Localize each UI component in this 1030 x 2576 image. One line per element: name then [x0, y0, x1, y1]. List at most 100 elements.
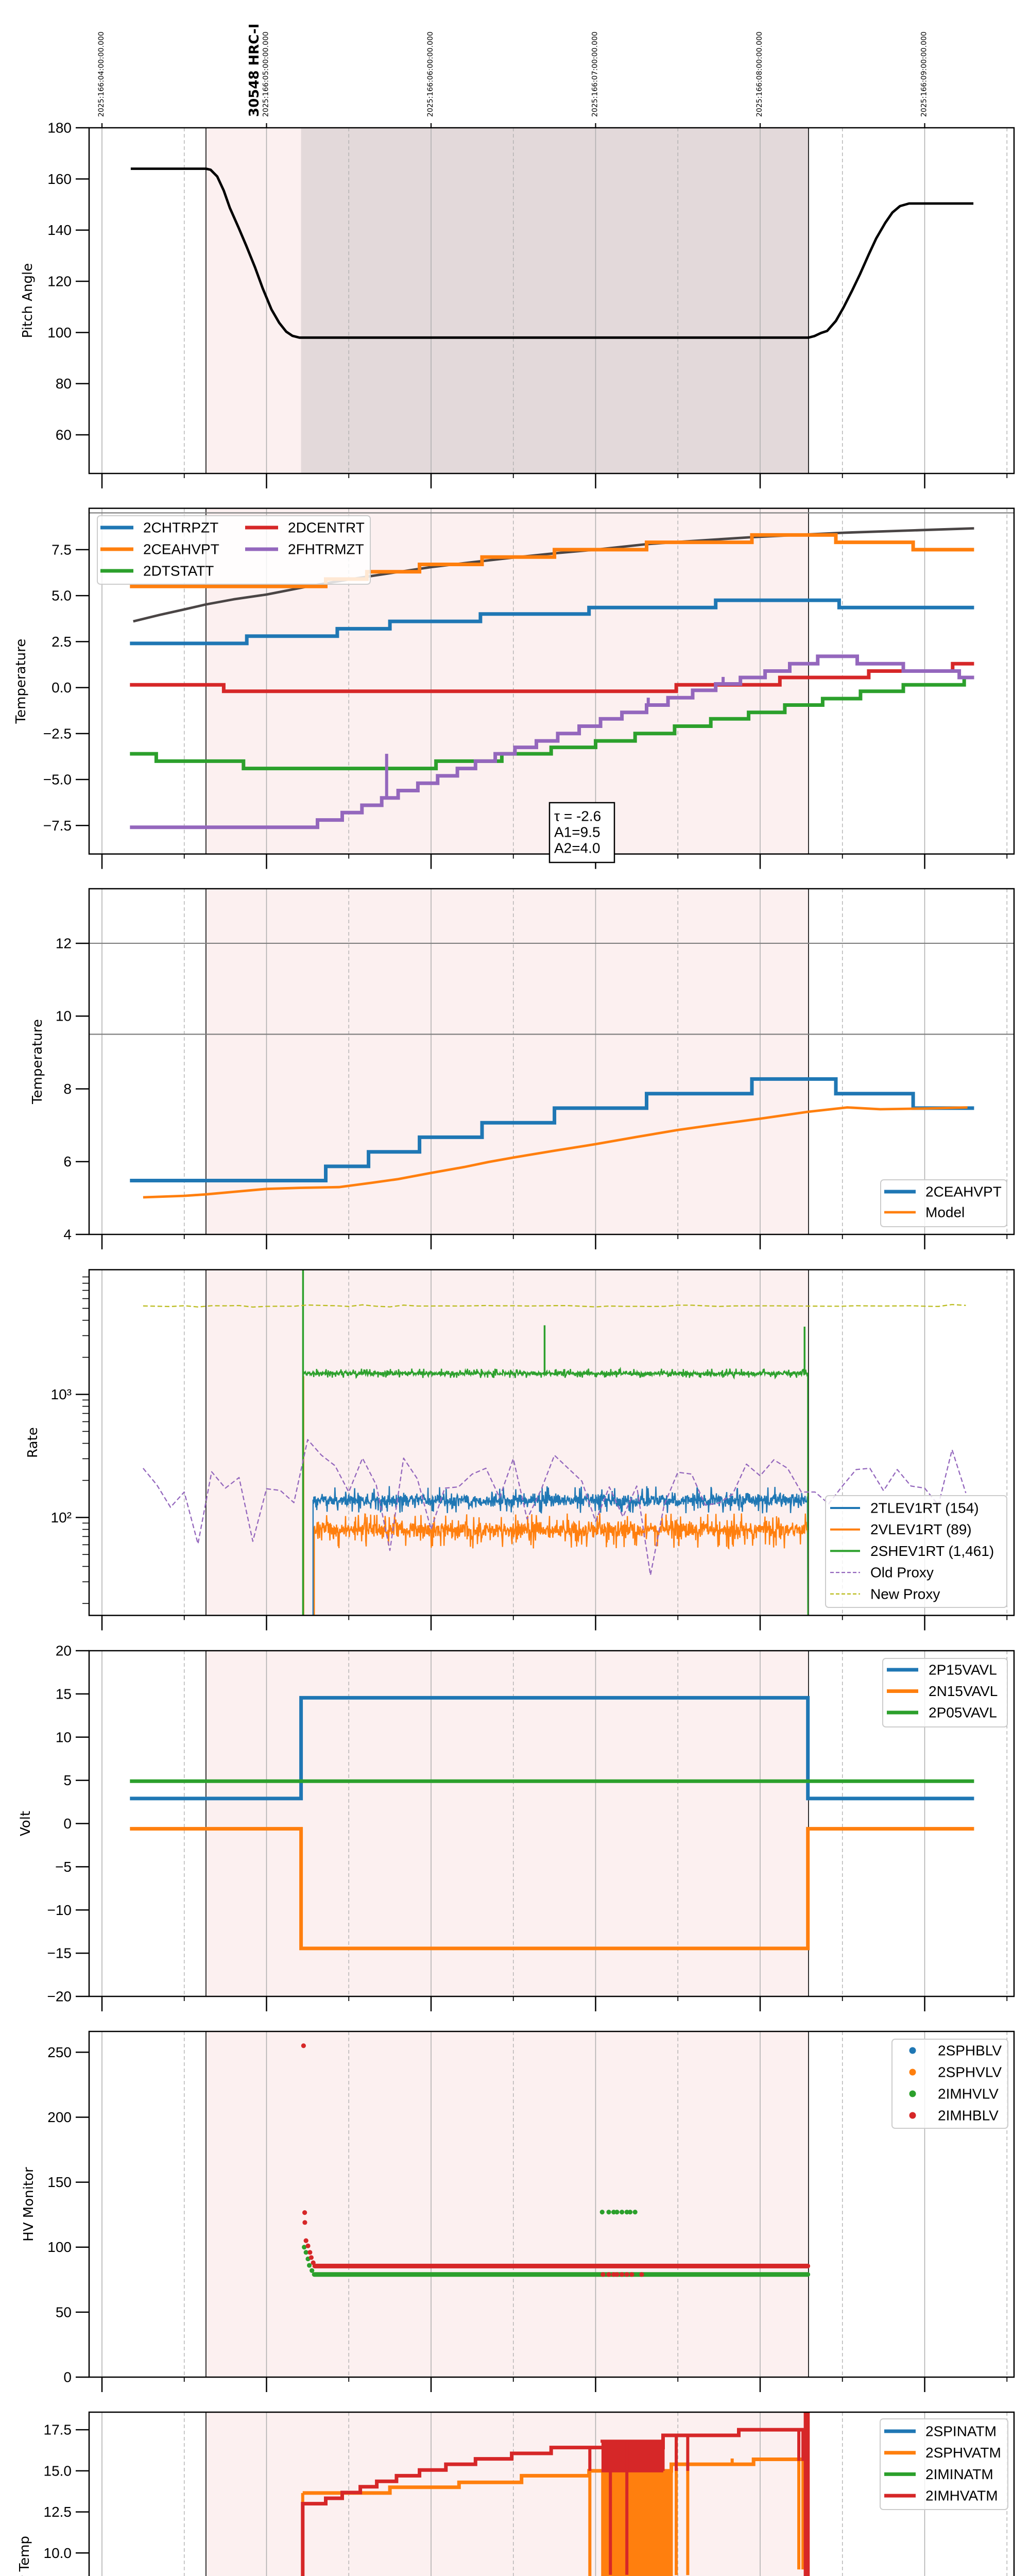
legend-entry-2imhblv: 2IMHBLV — [909, 2108, 999, 2124]
scatter-point — [620, 2210, 625, 2215]
y-tick-label: 140 — [47, 222, 72, 238]
scatter-point — [624, 2210, 629, 2215]
top-time-label: 2025:166:07:00:00.000 — [591, 31, 599, 117]
legend-entry-2fhtrmzt: 2FHTRMZT — [245, 541, 364, 557]
legend-entry-old-proxy: Old Proxy — [830, 1565, 934, 1581]
step-line — [302, 2458, 808, 2495]
data-line — [143, 1303, 966, 1308]
scatter-point — [302, 2220, 307, 2225]
legend-box — [825, 1495, 1007, 1608]
legend-label: 2SPHVATM — [925, 2445, 1001, 2461]
plot-area — [101, 2412, 1007, 2576]
y-tick-label: −5.0 — [43, 772, 72, 788]
series-new-proxy — [143, 1303, 966, 1308]
series-2p15vavl — [130, 1696, 974, 1801]
scatter-point — [302, 2210, 307, 2215]
shaded-span — [205, 889, 809, 1234]
legend-label: 2CEAHVPT — [925, 1184, 1002, 1200]
y-tick-label: 8 — [63, 1081, 72, 1097]
legend-label: 2P15VAVL — [929, 1662, 997, 1678]
legend-box — [880, 2418, 1008, 2510]
scatter-point — [301, 2043, 306, 2048]
y-tick-label: 5 — [63, 1772, 72, 1788]
legend-entry-2dcentrt: 2DCENTRT — [245, 520, 365, 536]
axes-frame — [88, 888, 1015, 1235]
y-tick-label: 10³ — [51, 1386, 72, 1402]
y-tick-label: 10.0 — [44, 2545, 72, 2561]
scatter-point — [606, 2210, 611, 2215]
shaded-span — [301, 128, 809, 473]
scatter-point — [303, 2250, 308, 2255]
legend-entry-2ceahvpt: 2CEAHVPT — [884, 1184, 1002, 1200]
data-line — [143, 1106, 968, 1199]
scatter-point — [303, 2238, 308, 2243]
plot-area — [89, 889, 1014, 1234]
scatter-point — [620, 2272, 625, 2277]
y-tick-label: 60 — [56, 427, 72, 443]
legend-entry-2dtstatt: 2DTSTATT — [100, 563, 214, 579]
shaded-span — [205, 2031, 809, 2377]
legend-label: 2CHTRPZT — [143, 520, 218, 536]
step-line — [130, 598, 974, 646]
legend-label: 2TLEV1RT (154) — [870, 1500, 979, 1516]
y-tick-label: 12.5 — [44, 2504, 72, 2520]
y-tick-label: 100 — [47, 325, 72, 341]
legend-entry-2sphvatm: 2SPHVATM — [884, 2445, 1001, 2461]
y-tick-label: −7.5 — [43, 818, 72, 834]
scatter-point — [311, 2260, 316, 2265]
series-pitch — [130, 167, 974, 339]
noise-line — [302, 1366, 809, 1616]
scatter-point — [614, 2272, 620, 2277]
top-time-label: 2025:166:06:00:00.000 — [426, 31, 435, 117]
series-2imhvatm — [301, 2412, 810, 2576]
legend-label: 2IMHVATM — [925, 2488, 998, 2504]
y-tick-label: 0 — [63, 2369, 72, 2385]
y-tick-label: 20 — [56, 1643, 72, 1659]
y-tick-label: 180 — [47, 120, 72, 136]
scatter-point — [599, 2210, 605, 2215]
scatter-point — [600, 2272, 606, 2277]
annotation-box: τ = -2.6A1=9.5A2=4.0 — [548, 802, 615, 863]
legend-entry-2imhvatm: 2IMHVATM — [884, 2488, 998, 2504]
series-2imhvlv — [302, 2210, 811, 2277]
annotation-line: τ = -2.6 — [554, 808, 601, 824]
y-axis-label: HV Monitor — [21, 2167, 37, 2242]
y-tick-label: 5.0 — [52, 588, 72, 604]
legend-entry-2spinatm: 2SPINATM — [884, 2424, 997, 2439]
panel-temperature-model: 4 6 8 10 12 Temperature — [30, 888, 1015, 1249]
scatter-point — [302, 2245, 307, 2250]
scatter-point — [632, 2210, 638, 2215]
y-tick-label: 0 — [63, 1816, 72, 1832]
legend-label: 2VLEV1RT (89) — [870, 1521, 972, 1537]
plot-area — [101, 1651, 1007, 1996]
scatter-point — [627, 2210, 633, 2215]
legend-label: Model — [925, 1205, 965, 1221]
scatter-point — [606, 2272, 611, 2277]
series-2chtrpzt — [130, 598, 974, 646]
legend-entry-2n15vavl: 2N15VAVL — [887, 1683, 998, 1699]
scatter-point — [614, 2210, 620, 2215]
shaded-span — [205, 1651, 809, 1996]
figure-title: 30548 HRC-I — [247, 24, 262, 117]
legend-rate: 2TLEV1RT (154) 2VLEV1RT (89) 2SHEV1RT (1,4… — [825, 1495, 1007, 1608]
noise-line — [312, 1486, 809, 1616]
y-tick-label: 250 — [47, 2044, 72, 2060]
y-axis-label: Pitch Angle — [20, 263, 36, 338]
series-2imhblv — [301, 2043, 811, 2277]
series-2dtstatt — [130, 675, 974, 771]
y-tick-label: 12 — [56, 935, 72, 951]
legend-temperature-sensors: 2CHTRPZT 2CEAHVPT 2DTSTATT 2DCENTRT 2FHTRMZT — [97, 515, 371, 585]
y-tick-label: 200 — [47, 2109, 72, 2125]
step-line — [130, 675, 974, 771]
legend-entry-2sphvlv: 2SPHVLV — [909, 2064, 1002, 2080]
scatter-point — [611, 2272, 616, 2277]
legend-label: 2FHTRMZT — [288, 541, 364, 557]
y-tick-label: 120 — [47, 274, 72, 290]
y-tick-label: 160 — [47, 171, 72, 187]
figure-header: 2025:166:04:00:00.000 2025:166:05:00:00.0… — [97, 24, 929, 117]
step-line — [130, 654, 974, 829]
y-tick-label: −5 — [55, 1859, 72, 1875]
y-tick-label: −20 — [47, 1989, 72, 2005]
legend-label: 2SPINATM — [925, 2424, 997, 2439]
